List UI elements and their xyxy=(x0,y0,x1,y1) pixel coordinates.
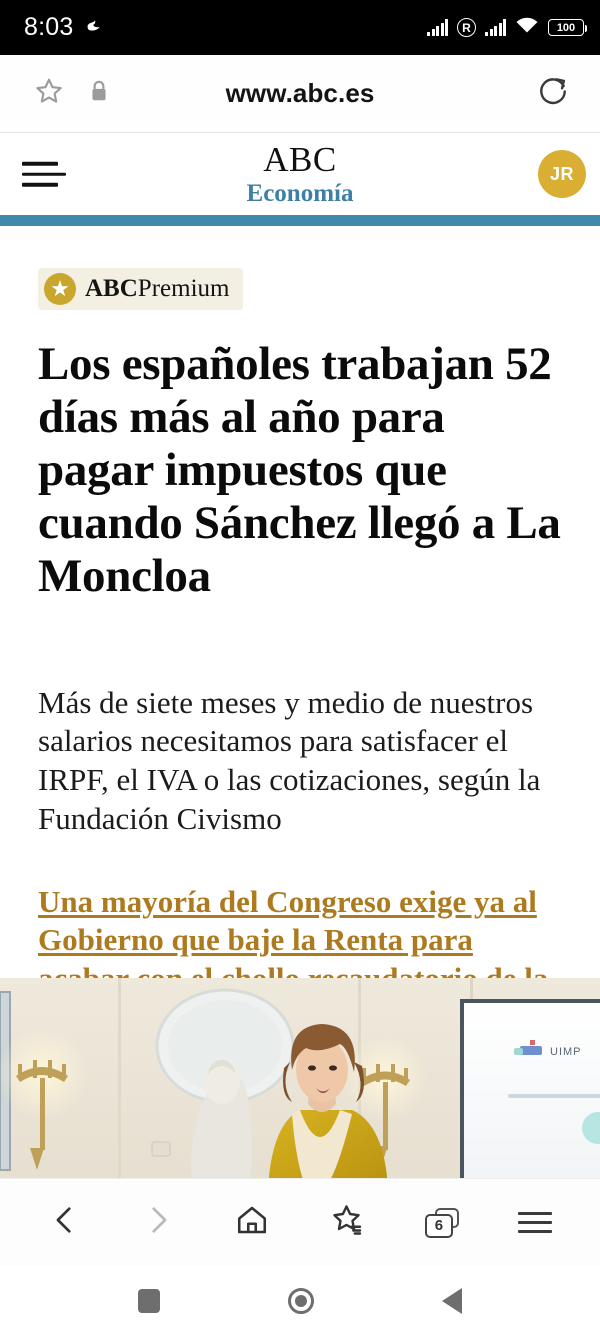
article-body: ★ ABCPremium Los españoles trabajan 52 d… xyxy=(0,226,600,1038)
recents-button[interactable] xyxy=(138,1288,160,1313)
home-icon[interactable] xyxy=(234,1202,270,1243)
android-status-bar: 8:03 R 100 xyxy=(0,0,600,55)
premium-badge[interactable]: ★ ABCPremium xyxy=(38,268,244,310)
article-photo: UIMP xyxy=(0,978,600,1188)
wifi-icon xyxy=(515,16,539,39)
site-menu-button[interactable] xyxy=(22,161,66,187)
header-accent-bar xyxy=(0,215,600,226)
tab-count-label: 6 xyxy=(424,1213,453,1238)
premium-label-light: Premium xyxy=(137,275,230,302)
section-title[interactable]: Economía xyxy=(246,180,354,207)
status-bar-left: 8:03 xyxy=(24,13,105,42)
menu-bar-3 xyxy=(518,1230,553,1233)
bookmarks-icon[interactable] xyxy=(330,1202,366,1243)
premium-label: ABCPremium xyxy=(85,275,229,303)
hamburger-bar-1 xyxy=(22,161,58,166)
roaming-icon: R xyxy=(457,18,476,37)
menu-bar-2 xyxy=(518,1221,553,1224)
url-text[interactable]: www.abc.es xyxy=(225,78,375,108)
browser-bottom-toolbar: 6 xyxy=(0,1178,600,1266)
status-bar-right: R 100 xyxy=(427,16,587,39)
browser-menu-button[interactable] xyxy=(518,1212,553,1233)
svg-text:UIMP: UIMP xyxy=(550,1046,582,1058)
reload-icon[interactable] xyxy=(536,74,570,113)
santander-flame-icon xyxy=(83,14,105,41)
back-nav-button[interactable] xyxy=(442,1287,462,1314)
site-header: ABC Economía JR xyxy=(0,133,600,215)
hamburger-bar-2 xyxy=(22,172,66,176)
star-outline-icon[interactable] xyxy=(33,75,65,112)
battery-level: 100 xyxy=(556,21,576,34)
lock-icon[interactable] xyxy=(89,79,109,108)
status-bar-clock: 8:03 xyxy=(24,13,74,41)
android-nav-bar xyxy=(0,1266,600,1335)
signal-bars-icon-2 xyxy=(485,19,506,36)
premium-label-bold: ABC xyxy=(85,275,138,302)
signal-bars-icon xyxy=(427,19,448,36)
brand-block[interactable]: ABC Economía xyxy=(0,142,600,206)
tab-count-button[interactable]: 6 xyxy=(424,1207,459,1238)
avatar[interactable]: JR xyxy=(538,150,586,198)
browser-url-bar[interactable]: www.abc.es xyxy=(0,55,600,133)
menu-bar-1 xyxy=(518,1212,553,1215)
back-button[interactable] xyxy=(48,1203,82,1242)
star-icon: ★ xyxy=(44,273,76,305)
forward-button[interactable] xyxy=(141,1203,175,1242)
battery-icon: 100 xyxy=(548,19,587,36)
home-button-dot xyxy=(295,1294,307,1307)
brand-logo[interactable]: ABC xyxy=(263,140,337,179)
home-button[interactable] xyxy=(288,1287,314,1314)
url-bar-left-icons xyxy=(0,75,109,112)
article-standfirst: Más de siete meses y medio de nuestros s… xyxy=(38,684,541,836)
page-title: Los españoles trabajan 52 días más al añ… xyxy=(38,338,561,603)
hamburger-bar-3 xyxy=(22,182,58,187)
